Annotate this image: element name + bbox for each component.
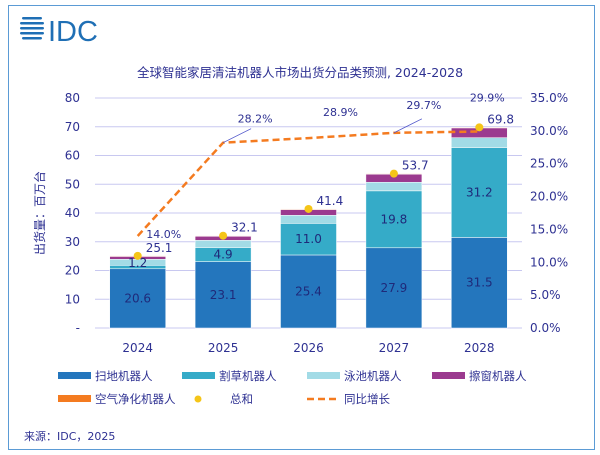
legend-swatch bbox=[182, 372, 215, 379]
y-tick-label: 30 bbox=[65, 235, 80, 249]
total-label: 25.1 bbox=[146, 241, 173, 255]
y-axis-label: 出货量：百万台 bbox=[32, 171, 47, 255]
leader-line bbox=[222, 128, 252, 144]
bar-segment bbox=[194, 240, 252, 248]
growth-label: 29.7% bbox=[406, 99, 441, 112]
bar-segment bbox=[280, 254, 337, 329]
y2-tick-label: 15.0% bbox=[530, 222, 568, 236]
legend-item: 割草机器人 bbox=[182, 369, 277, 383]
bar-segment bbox=[451, 147, 508, 238]
total-marker bbox=[475, 123, 484, 132]
y-tick-label: 20 bbox=[65, 264, 80, 278]
legend-label: 空气净化机器人 bbox=[95, 392, 176, 406]
y2-tick-label: 10.0% bbox=[530, 255, 568, 269]
total-label: 53.7 bbox=[402, 159, 429, 173]
y-tick-label: 10 bbox=[65, 292, 80, 306]
y-tick-label: 50 bbox=[65, 177, 80, 191]
bar-value-label: 20.6 bbox=[124, 291, 151, 305]
svg-text:IDC: IDC bbox=[48, 16, 98, 48]
legend-swatch bbox=[194, 395, 202, 403]
x-tick-label: 2025 bbox=[208, 341, 239, 355]
bar-segment bbox=[451, 137, 508, 148]
x-tick-label: 2026 bbox=[293, 341, 324, 355]
bar-segment bbox=[109, 268, 166, 329]
y-tick-label: 70 bbox=[65, 120, 80, 134]
bar-value-label: 19.8 bbox=[381, 212, 408, 226]
chart-title: 全球智能家居清洁机器人市场出货分品类预测, 2024-2028 bbox=[137, 65, 463, 80]
chart-frame bbox=[8, 5, 595, 450]
y2-tick-label: 35.0% bbox=[530, 91, 568, 105]
bar-segment bbox=[451, 237, 508, 329]
x-tick-label: 2028 bbox=[464, 341, 495, 355]
bar-value-label: 11.0 bbox=[295, 232, 322, 246]
bar-value-label: 31.2 bbox=[466, 186, 493, 200]
bar-value-label: 27.9 bbox=[381, 281, 408, 295]
source-note: 来源：IDC，2025 bbox=[24, 429, 115, 443]
growth-line bbox=[136, 130, 480, 237]
y-tick-label: 80 bbox=[65, 91, 80, 105]
bar-segment bbox=[280, 215, 337, 224]
total-marker bbox=[219, 231, 228, 240]
legend-item: 泳池机器人 bbox=[307, 369, 402, 383]
y2-tick-label: 0.0% bbox=[530, 321, 561, 335]
x-tick-label: 2024 bbox=[122, 341, 153, 355]
legend-swatch bbox=[58, 372, 91, 379]
total-label: 41.4 bbox=[317, 194, 344, 208]
bar-segment bbox=[194, 261, 252, 329]
total-label: 69.8 bbox=[487, 112, 514, 126]
total-label: 32.1 bbox=[231, 221, 258, 235]
growth-label: 29.9% bbox=[470, 92, 505, 105]
y2-tick-label: 25.0% bbox=[530, 157, 568, 171]
legend-label: 总和 bbox=[230, 392, 253, 406]
bar-value-label: 31.5 bbox=[466, 276, 493, 290]
legend-item: 同比增长 bbox=[307, 392, 390, 406]
legend-item: 擦窗机器人 bbox=[432, 369, 527, 383]
legend-label: 擦窗机器人 bbox=[469, 369, 527, 383]
growth-label: 28.9% bbox=[323, 106, 358, 119]
bar-value-label: 1.2 bbox=[128, 256, 147, 270]
x-tick-label: 2027 bbox=[379, 341, 410, 355]
total-marker bbox=[389, 169, 398, 178]
legend-label: 扫地机器人 bbox=[95, 369, 153, 383]
growth-label: 14.0% bbox=[146, 228, 181, 241]
y2-tick-label: 30.0% bbox=[530, 124, 568, 138]
bar-value-label: 23.1 bbox=[210, 288, 237, 302]
bar-segment bbox=[280, 223, 337, 256]
growth-label: 28.2% bbox=[238, 113, 273, 126]
legend-swatch bbox=[307, 372, 340, 379]
bar-segment bbox=[365, 190, 423, 249]
y2-tick-label: 20.0% bbox=[530, 190, 568, 204]
y-tick-label: 60 bbox=[65, 149, 80, 163]
legend-item: 扫地机器人 bbox=[58, 369, 153, 383]
bar-segment bbox=[365, 247, 423, 329]
legend-swatch bbox=[58, 395, 91, 402]
bar-segment bbox=[365, 181, 423, 192]
total-marker bbox=[304, 204, 313, 213]
idc-logo: IDC bbox=[20, 16, 98, 48]
bar-value-label: 4.9 bbox=[214, 248, 233, 262]
total-marker bbox=[133, 251, 142, 260]
y-tick-label: 40 bbox=[65, 206, 80, 220]
bar-value-label: 25.4 bbox=[295, 284, 322, 298]
legend-label: 割草机器人 bbox=[219, 369, 277, 383]
legend-label: 同比增长 bbox=[344, 392, 390, 406]
legend-swatch bbox=[432, 372, 465, 379]
y-tick-label: - bbox=[76, 321, 80, 335]
leader-line bbox=[393, 118, 423, 134]
legend-item: 总和 bbox=[194, 392, 253, 406]
y2-tick-label: 5.0% bbox=[530, 288, 561, 302]
legend-label: 泳池机器人 bbox=[344, 369, 402, 383]
legend-item: 空气净化机器人 bbox=[58, 392, 176, 406]
